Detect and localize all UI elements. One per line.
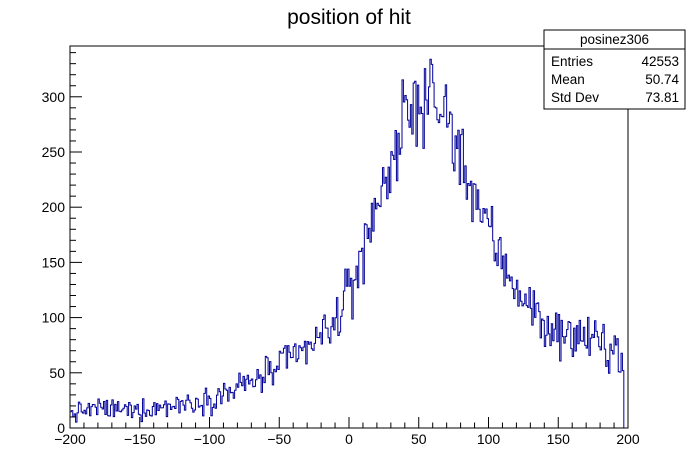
chart-title: position of hit: [287, 6, 411, 29]
axes: −200 −150 −100 −50 0 50 100 150 200 0 50 100 150 200 2…: [42, 52, 640, 447]
x-tick-label: 0: [345, 431, 353, 447]
y-tick-label: 50: [49, 365, 65, 381]
stats-box-frame: [543, 29, 686, 110]
x-tick-label: −150: [124, 431, 156, 447]
stats-entries-label: Entries: [551, 54, 593, 69]
stats-mean-value: 50.74: [645, 72, 679, 87]
histogram-layer: [69, 58, 628, 429]
stats-stddev-value: 73.81: [645, 90, 679, 105]
x-tick-label: −100: [194, 431, 226, 447]
x-tick-label: 200: [616, 431, 640, 447]
x-tick-label: 100: [477, 431, 501, 447]
histogram-line: [69, 58, 628, 429]
x-tick-label: −200: [54, 431, 86, 447]
stats-stddev-label: Std Dev: [551, 90, 599, 105]
y-tick-label: 250: [42, 144, 66, 160]
y-tick-label: 100: [42, 310, 66, 326]
x-tick-label: 150: [547, 431, 571, 447]
stats-box: posinez306 Entries 42553 Mean 50.74 Std …: [543, 29, 686, 110]
stats-mean-label: Mean: [551, 72, 585, 87]
stats-box-name: posinez306: [580, 32, 649, 47]
y-tick-label: 150: [42, 254, 66, 270]
y-tick-label: 0: [57, 420, 65, 436]
stats-entries-value: 42553: [641, 54, 679, 69]
x-tick-label: 50: [411, 431, 427, 447]
y-tick-label: 300: [42, 89, 66, 105]
x-tick-label: −50: [267, 431, 291, 447]
y-tick-label: 200: [42, 199, 66, 215]
